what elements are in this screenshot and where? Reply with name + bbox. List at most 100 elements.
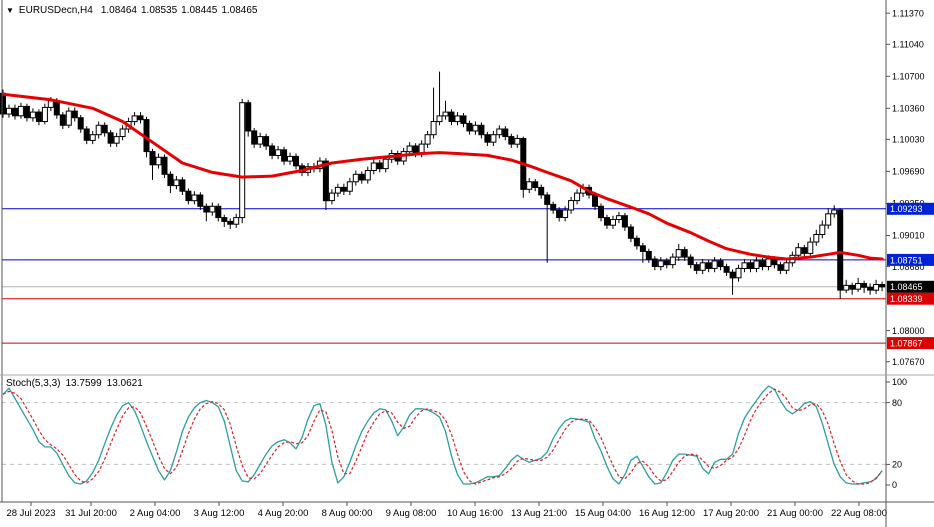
candle-body — [508, 136, 515, 145]
candle-body — [466, 122, 473, 132]
price-badge-label: 1.07867 — [890, 339, 923, 349]
candle-body — [867, 286, 874, 291]
candle-body — [610, 219, 616, 226]
candle-body — [807, 241, 814, 254]
candlestick-series — [0, 71, 886, 299]
candle-body — [221, 217, 228, 222]
price-badge-1.09293 — [887, 202, 934, 215]
candle-body — [436, 115, 443, 123]
candle-body — [747, 262, 754, 269]
candle-body — [382, 158, 389, 170]
candle-body — [167, 173, 174, 187]
candle-body — [723, 266, 730, 273]
candle-body — [215, 205, 222, 219]
candle-body — [155, 156, 162, 166]
time-axis-label: 4 Aug 20:00 — [258, 508, 309, 519]
stochastic-panel[interactable] — [2, 385, 886, 485]
candle-body — [544, 194, 551, 205]
candle-body — [873, 284, 880, 291]
ma-polyline — [1, 92, 884, 261]
candle-body — [699, 262, 706, 271]
price-axis-label: 1.09690 — [892, 167, 925, 177]
candle-body — [861, 283, 868, 288]
candle-body — [149, 151, 156, 166]
candle-body — [191, 194, 198, 202]
time-axis-label: 13 Aug 21:00 — [511, 508, 567, 519]
candle-body — [41, 106, 48, 123]
price-axis-label: 1.08680 — [892, 262, 925, 272]
candle-body — [681, 249, 688, 258]
candle-body — [855, 283, 862, 290]
candle-body — [293, 155, 299, 167]
candle-body — [693, 264, 700, 271]
candle-body — [113, 136, 120, 144]
candle-body — [424, 134, 431, 145]
ohlc-high-value: 1.08535 — [141, 5, 178, 16]
candle-body — [95, 124, 102, 136]
candle-body — [711, 260, 718, 269]
candle-body — [442, 111, 449, 117]
candle-body — [12, 107, 18, 117]
candle-body — [777, 264, 784, 271]
price-axis-label: 1.11040 — [892, 40, 924, 50]
candle-body — [352, 173, 359, 183]
price-badge-1.08465 — [887, 280, 934, 293]
candle-body — [831, 209, 838, 215]
candle-body — [490, 134, 497, 143]
stoch-axis-label: 100 — [892, 377, 907, 387]
candle-body — [245, 102, 252, 132]
ohlc-close-value: 1.08465 — [221, 5, 258, 16]
time-axis-label: 16 Aug 12:00 — [639, 508, 695, 519]
price-axis-label: 1.08000 — [892, 326, 925, 336]
candle-body — [412, 145, 419, 154]
time-axis-label: 3 Aug 12:00 — [194, 508, 245, 519]
candle-body — [705, 262, 712, 269]
candle-body — [328, 192, 335, 202]
price-badge-1.08339 — [887, 292, 934, 305]
price-badge-label: 1.09293 — [890, 204, 923, 214]
candle-body — [6, 107, 12, 115]
candle-body — [675, 249, 682, 258]
candle-body — [615, 215, 622, 220]
candle-body — [657, 260, 664, 268]
candle-body — [879, 284, 886, 288]
candle-body — [53, 100, 60, 116]
candle-body — [837, 209, 844, 291]
candle-body — [532, 181, 539, 189]
candle-body — [574, 192, 581, 202]
candle-body — [568, 200, 575, 211]
time-axis-label: 28 Jul 2023 — [6, 508, 55, 519]
candle-body — [633, 237, 640, 247]
stoch-axis-label: 0 — [892, 480, 897, 490]
symbol-dropdown-icon[interactable]: ▼ — [6, 6, 14, 15]
candle-body — [59, 114, 66, 126]
candle-body — [454, 115, 461, 123]
candle-body — [687, 256, 694, 266]
candle-body — [484, 134, 491, 143]
candle-body — [753, 260, 760, 269]
stoch-d-value: 13.0621 — [106, 378, 143, 389]
candle-body — [23, 105, 30, 119]
price-axis: 1.11370 1.11040 1.10700 1.10360 1.10030 1.096… — [886, 8, 925, 490]
candle-body — [275, 149, 282, 157]
candle-body — [334, 186, 341, 194]
price-badge-1.07867 — [887, 337, 934, 350]
candle-body — [795, 247, 802, 256]
candle-body — [209, 205, 216, 213]
candle-body — [825, 213, 832, 226]
candle-body — [287, 155, 293, 162]
price-axis-label: 1.09010 — [892, 231, 925, 241]
candle-body — [801, 247, 808, 254]
candle-body — [502, 128, 509, 137]
candle-body — [203, 205, 210, 213]
time-axis-label: 21 Aug 00:00 — [767, 508, 823, 519]
price-axis-label: 1.10360 — [892, 104, 925, 114]
candle-body — [47, 100, 54, 108]
horizontal-level-lines[interactable] — [2, 208, 886, 344]
candle-body — [269, 145, 276, 156]
candle-body — [550, 203, 557, 211]
time-axis-label: 31 Jul 20:00 — [65, 508, 117, 519]
candle-body — [759, 260, 766, 268]
candle-body — [107, 132, 114, 144]
